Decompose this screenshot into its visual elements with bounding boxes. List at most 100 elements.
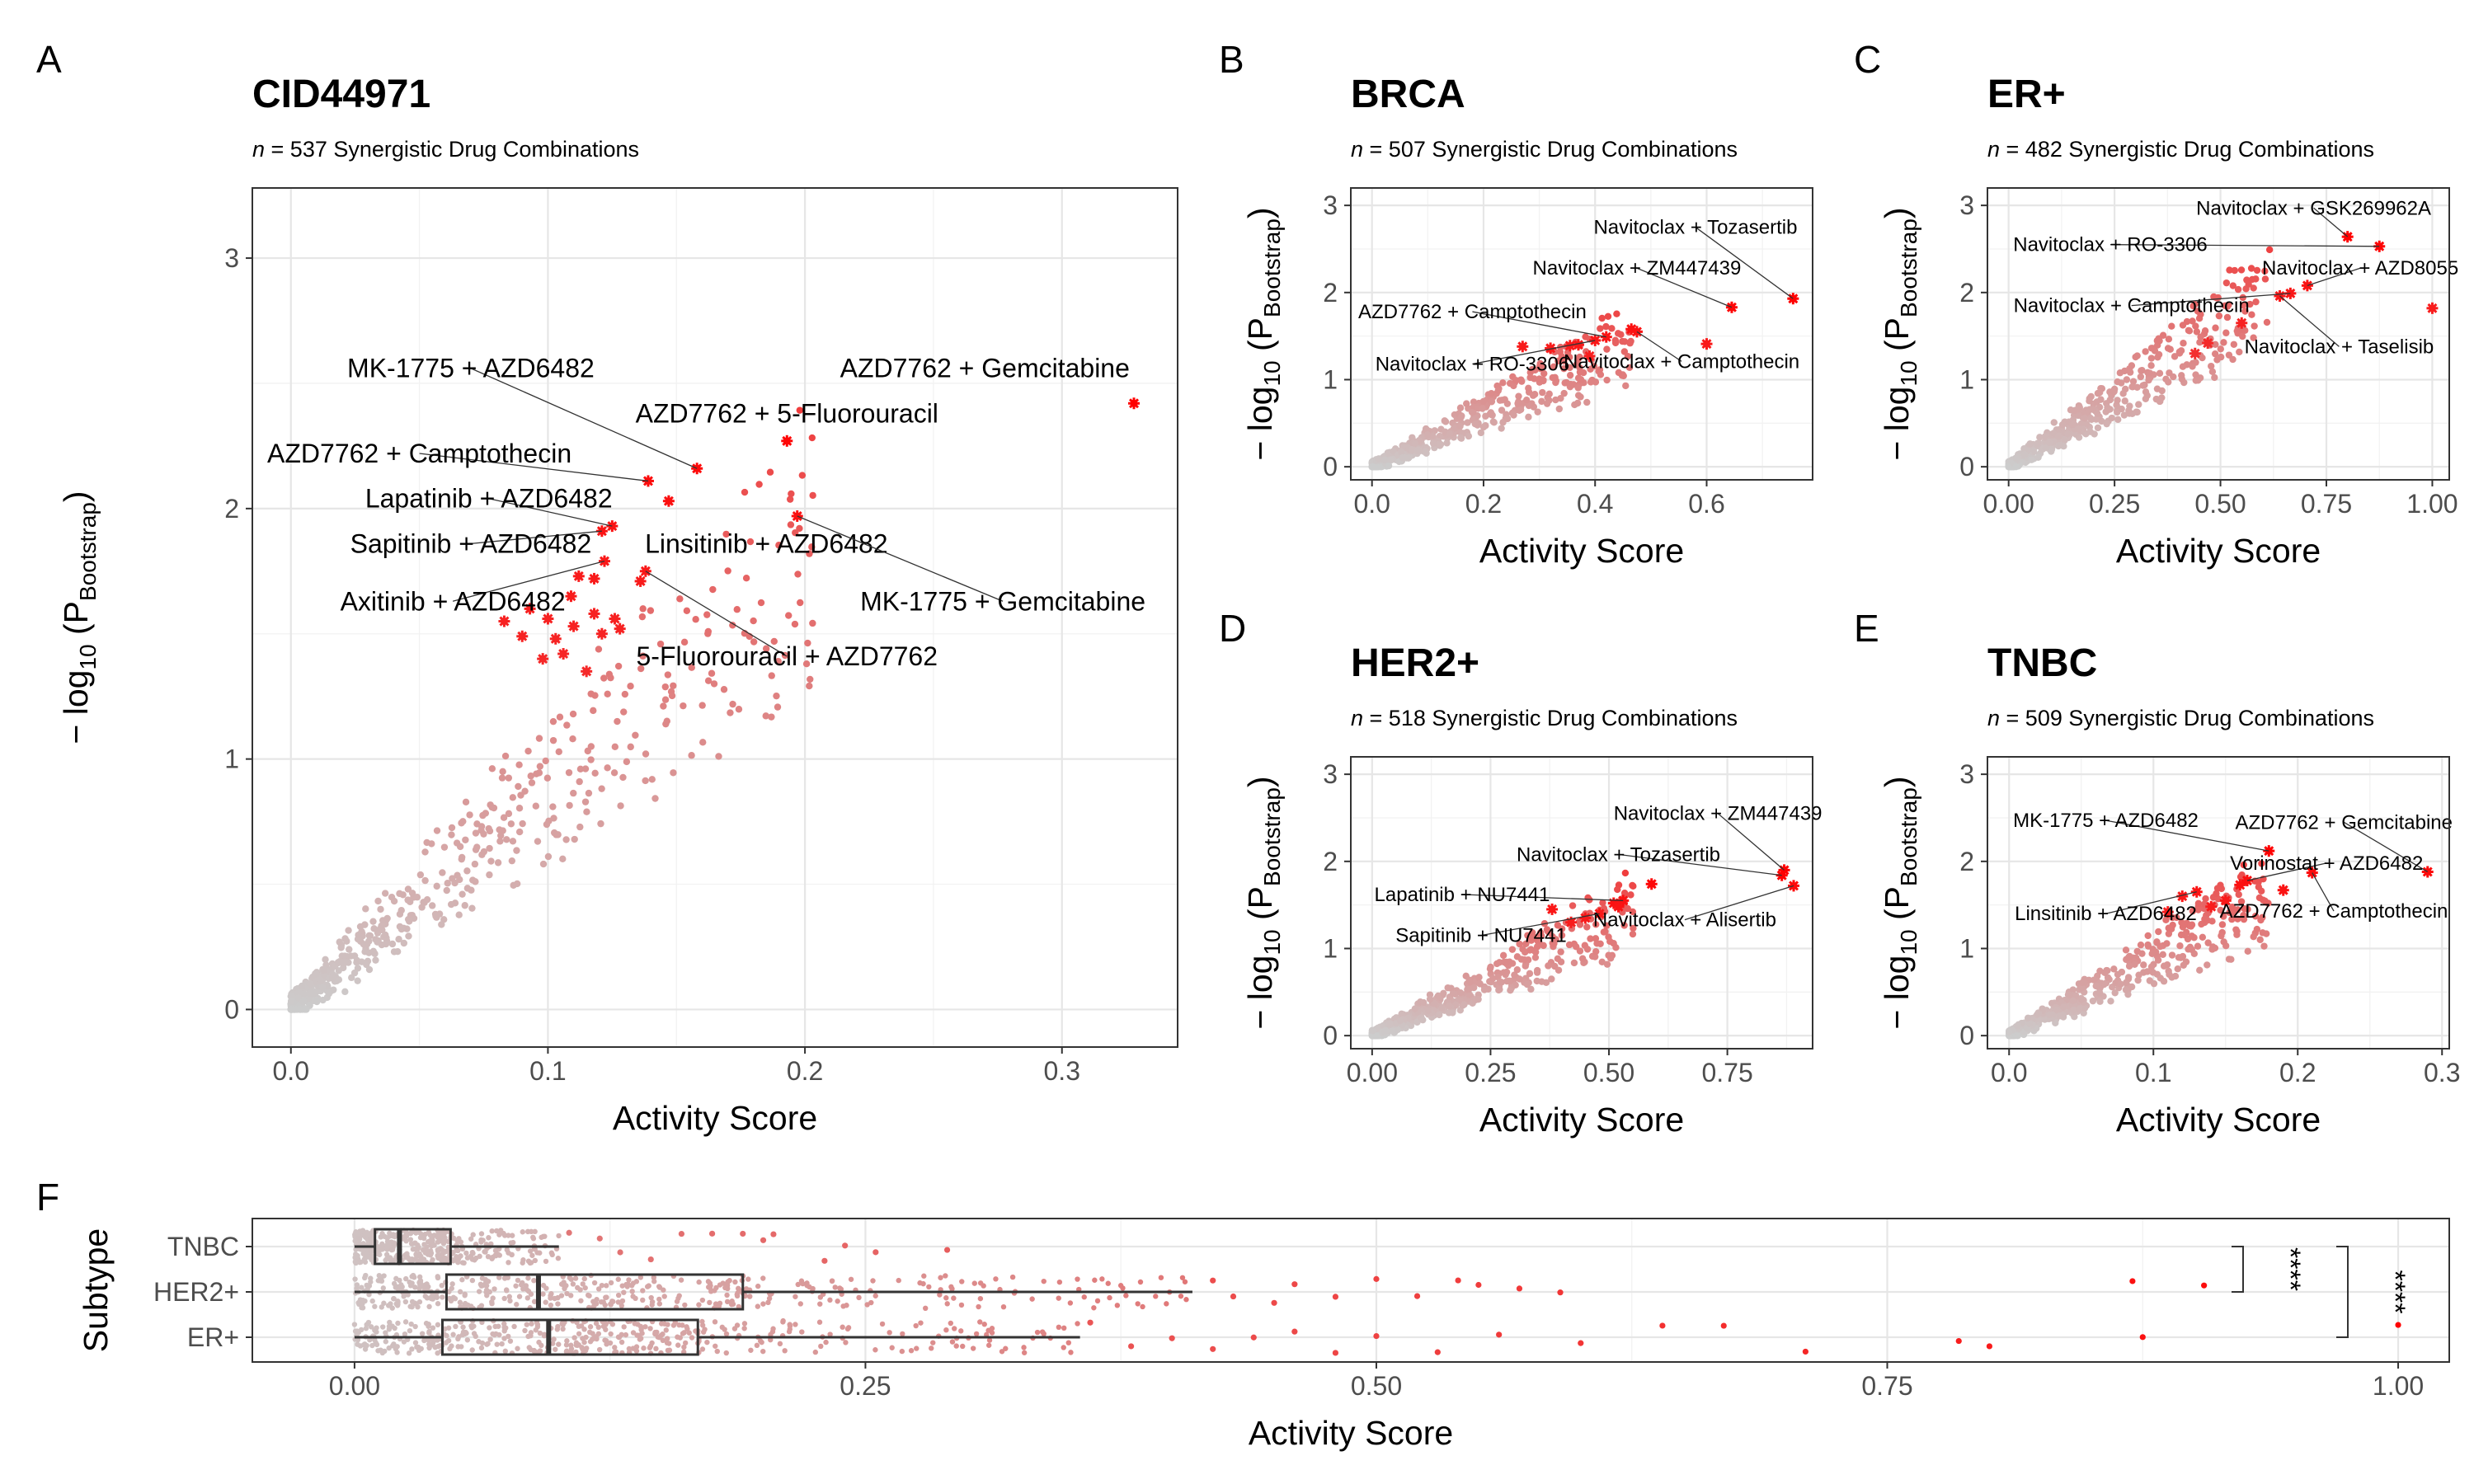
jitter-point (708, 1289, 714, 1294)
jitter-point (485, 1253, 492, 1260)
jitter-point (555, 1256, 562, 1261)
jitter-point (760, 1348, 766, 1355)
data-point (583, 808, 590, 815)
data-point (757, 599, 765, 607)
data-point (1396, 1017, 1404, 1025)
jitter-point (358, 1327, 365, 1333)
jitter-point (660, 1337, 666, 1344)
data-point (2048, 448, 2055, 455)
data-point (365, 937, 373, 945)
jitter-point (661, 1287, 666, 1293)
jitter-point (1107, 1294, 1112, 1301)
data-point (597, 819, 604, 828)
jitter-point (524, 1322, 529, 1327)
jitter-point (581, 1275, 587, 1282)
highlight-point (1625, 323, 1638, 336)
data-point (688, 664, 695, 671)
jitter-point (864, 1302, 870, 1308)
data-point (1506, 977, 1513, 985)
point-label: AZD7762 + Camptothecin (1358, 301, 1587, 323)
highlight-point-core (1648, 880, 1656, 888)
significance-label: **** (2274, 1247, 2306, 1291)
jitter-point (973, 1331, 980, 1337)
chart-subtitle: n = 509 Synergistic Drug Combinations (1987, 706, 2374, 730)
data-point (2189, 317, 2196, 325)
data-point (806, 682, 813, 690)
data-point (1470, 984, 1478, 992)
data-point (2250, 933, 2257, 941)
jitter-point (958, 1302, 965, 1308)
jitter-point (621, 1289, 627, 1295)
data-point (1540, 376, 1547, 384)
point-label: Linsitinib + AZD6482 (645, 528, 887, 558)
jitter-point (799, 1329, 805, 1335)
panel-a: CID44971 n = 537 Synergistic Drug Combina… (57, 73, 1178, 1137)
data-point (648, 776, 656, 783)
data-point (1499, 379, 1507, 387)
chart-subtitle: n = 507 Synergistic Drug Combinations (1351, 137, 1738, 162)
subtitle-text: = 507 Synergistic Drug Combinations (1363, 137, 1738, 162)
data-point (1602, 922, 1611, 930)
outlier-point (1496, 1331, 1503, 1338)
jitter-point (469, 1325, 475, 1331)
data-point (2147, 362, 2155, 369)
highlight-point-core (1615, 903, 1623, 911)
x-tick-label: 0.0 (1353, 489, 1390, 519)
label-leader (470, 530, 602, 545)
data-point (1613, 310, 1620, 317)
data-point (513, 847, 520, 854)
data-point (1560, 364, 1568, 373)
outlier-point (647, 1256, 654, 1263)
data-point (2166, 369, 2173, 377)
jitter-point (629, 1289, 635, 1294)
jitter-point (913, 1322, 919, 1329)
data-point (604, 764, 611, 772)
jitter-point (640, 1288, 646, 1294)
jitter-point (478, 1231, 485, 1237)
data-point (1554, 966, 1563, 974)
data-point (1536, 359, 1544, 368)
y-axis-title-part: − log (1241, 956, 1279, 1030)
jitter-point (380, 1285, 387, 1291)
point-label: AZD7762 + Camptothecin (2220, 900, 2448, 923)
data-point (2114, 416, 2122, 424)
data-point (334, 959, 342, 966)
outlier-point (842, 1242, 849, 1249)
label-leader (2131, 293, 2291, 307)
jitter-point (1075, 1321, 1080, 1327)
highlight-point (662, 495, 675, 507)
highlight-point (581, 665, 593, 678)
jitter-point (675, 1295, 681, 1301)
data-point (1583, 923, 1591, 931)
data-point (2137, 373, 2145, 381)
jitter-point (354, 1230, 360, 1236)
jitter-point (636, 1332, 642, 1338)
jitter-point (578, 1298, 584, 1303)
data-point (369, 918, 377, 925)
y-tick-label: 0 (1323, 452, 1338, 481)
jitter-point (489, 1301, 495, 1307)
jitter-point (630, 1280, 637, 1286)
data-point (727, 709, 734, 716)
data-point (1598, 314, 1606, 322)
data-point (2081, 415, 2089, 422)
outlier-point (1128, 1343, 1135, 1350)
data-point (571, 835, 578, 843)
jitter-point (590, 1336, 595, 1342)
data-point (585, 789, 593, 797)
data-point (1475, 979, 1484, 987)
y-axis-title-part: ) (1878, 207, 1916, 218)
data-point (1423, 431, 1432, 439)
x-axis-title: Activity Score (2116, 532, 2321, 570)
highlight-point-core (2286, 289, 2294, 298)
data-point (704, 677, 713, 684)
data-point (2064, 430, 2072, 438)
data-point (733, 606, 741, 613)
jitter-point (460, 1324, 466, 1330)
jitter-point (378, 1234, 383, 1240)
data-point (2241, 308, 2249, 315)
data-point (503, 836, 510, 843)
point-cloud (287, 406, 816, 1013)
plot-frame (252, 187, 1178, 1048)
jitter-point (352, 1276, 358, 1282)
